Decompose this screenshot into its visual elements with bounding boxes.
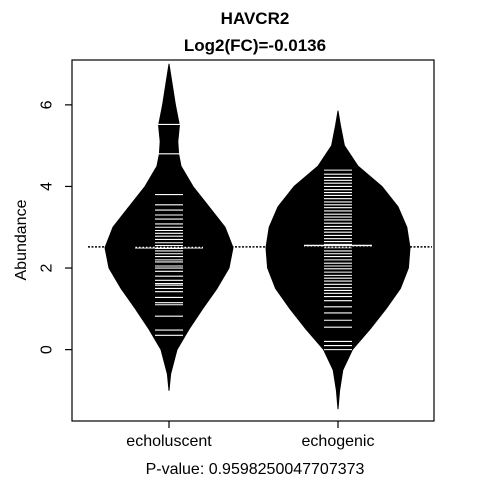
- x-tick-label: echogenic: [302, 433, 375, 450]
- plot-frame: [71, 59, 435, 422]
- bean-echogenic: [265, 110, 411, 410]
- x-axis-label: P-value: 0.9598250047707373: [146, 461, 365, 478]
- y-axis-label: Abundance: [13, 199, 30, 280]
- chart-subtitle: Log2(FC)=-0.0136: [184, 36, 326, 55]
- beans-group: [104, 63, 411, 410]
- y-tick-label: 6: [39, 100, 56, 109]
- y-tick-label: 2: [39, 263, 56, 272]
- x-axis: echoluscent echogenic: [126, 421, 374, 450]
- y-axis: 0 2 4 6: [39, 100, 72, 354]
- bean-echoluscent: [104, 63, 234, 391]
- x-tick-label: echoluscent: [126, 433, 212, 450]
- y-tick-label: 4: [39, 182, 56, 191]
- chart-title: HAVCR2: [221, 9, 290, 28]
- y-tick-label: 0: [39, 345, 56, 354]
